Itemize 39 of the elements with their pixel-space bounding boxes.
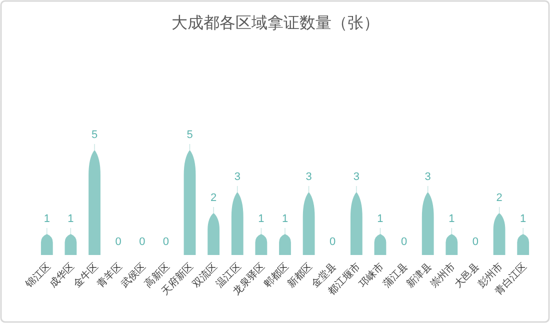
bar: 0: [330, 236, 336, 248]
data-label: 3: [306, 171, 312, 183]
bar: 1: [255, 213, 268, 255]
chart-title: 大成都各区域拿证数量（张）: [172, 14, 380, 32]
data-label: 3: [424, 171, 431, 183]
data-label: 2: [210, 192, 217, 204]
bar: 1: [64, 213, 77, 255]
bar: 0: [472, 236, 479, 248]
bar: 2: [493, 192, 506, 255]
bar: 3: [302, 171, 315, 255]
data-label: 3: [234, 171, 240, 183]
data-label: 1: [44, 213, 50, 225]
bar: 1: [279, 213, 291, 255]
bar: 3: [231, 171, 244, 255]
bar: 2: [208, 192, 220, 255]
data-label: 1: [258, 213, 264, 225]
bar: 3: [422, 171, 434, 255]
bar: [88, 150, 100, 255]
data-label: 5: [91, 129, 98, 141]
data-label: 1: [448, 213, 455, 225]
data-label: 5: [186, 129, 193, 141]
bar: [184, 150, 196, 255]
bar: 3: [350, 171, 362, 255]
bar: 5: [184, 129, 196, 255]
bar: 1: [40, 213, 53, 255]
bar: 0: [162, 236, 170, 248]
data-label: 1: [520, 213, 526, 225]
bar: 5: [88, 129, 100, 255]
data-label: 2: [496, 192, 502, 204]
bar: 1: [517, 213, 530, 255]
bar: 0: [115, 236, 122, 248]
data-label: 1: [377, 213, 384, 225]
bar: 1: [374, 213, 386, 255]
data-label: 1: [68, 213, 74, 225]
data-label: 1: [282, 213, 288, 225]
bar: 0: [139, 236, 146, 248]
data-label: 3: [353, 171, 360, 183]
bar: 1: [446, 213, 458, 255]
bar: 0: [400, 236, 408, 248]
